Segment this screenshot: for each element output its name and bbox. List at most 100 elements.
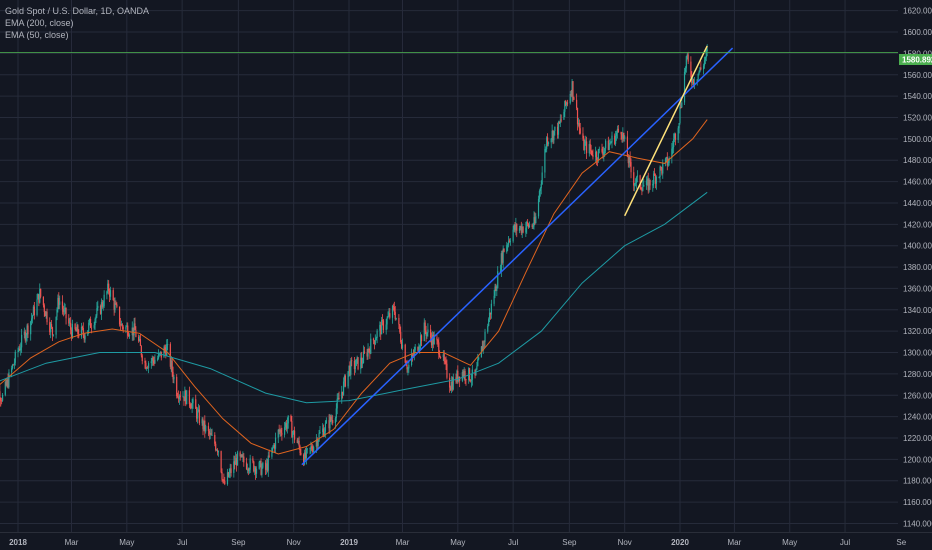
candle-body <box>499 271 502 272</box>
candle-body <box>4 381 6 395</box>
candle-body <box>147 367 149 369</box>
price-tick-label: 1340.000 <box>903 306 932 315</box>
price-tick-label: 1240.000 <box>903 413 932 422</box>
candle-body <box>528 225 531 228</box>
candle-body <box>401 344 404 349</box>
candle-body <box>164 347 166 350</box>
candle-body <box>558 121 560 124</box>
candle-body <box>394 311 396 320</box>
candle-body <box>664 158 667 164</box>
candle-body <box>372 338 375 341</box>
candle-body <box>84 335 86 340</box>
candle-body <box>350 360 352 375</box>
time-tick-label: Se <box>896 538 906 547</box>
trendline-blue[interactable] <box>301 47 734 466</box>
time-axis[interactable]: 2018 Mar May Jul Sep Nov 2019 Mar May Jul Sep Nov 20… <box>0 532 932 548</box>
candle-body <box>449 387 452 391</box>
time-tick-label: 2019 <box>340 538 358 547</box>
candle-body <box>223 479 225 481</box>
candle-body <box>671 148 673 158</box>
candle-body <box>281 432 283 435</box>
candle-body <box>503 248 505 252</box>
legend-ema200[interactable]: EMA (200, close) <box>5 18 74 28</box>
candle-body <box>172 371 174 380</box>
candle-body <box>550 138 552 143</box>
candle-body <box>284 427 286 435</box>
candle-body <box>167 344 169 345</box>
candle-body <box>220 451 222 473</box>
candle-body <box>13 362 15 365</box>
trendlines <box>301 45 734 466</box>
candle-body <box>414 347 416 351</box>
candle-body <box>52 334 54 336</box>
candle-body <box>545 148 547 150</box>
candle-body <box>488 319 490 326</box>
price-tick-label: 1320.000 <box>903 327 932 336</box>
candle-body <box>267 455 269 471</box>
time-tick-label: May <box>782 538 797 547</box>
candle-body <box>287 415 289 424</box>
trendline-yellow[interactable] <box>624 45 708 217</box>
candle-body <box>30 321 32 335</box>
candle-body <box>114 303 116 310</box>
candle-body <box>369 350 371 354</box>
price-tag-box <box>899 54 932 65</box>
candle-body <box>357 357 359 370</box>
candle-body <box>298 440 300 447</box>
candle-body <box>430 329 432 338</box>
candle-body <box>279 429 281 432</box>
candle-body <box>89 319 91 323</box>
candle-body <box>236 452 239 466</box>
candle-body <box>585 141 587 144</box>
candle-body <box>215 443 217 450</box>
price-tick-label: 1420.000 <box>903 220 932 229</box>
candle-body <box>268 455 270 457</box>
time-tick-label: Mar <box>396 538 410 547</box>
candle-body <box>93 325 95 328</box>
legend-ema50[interactable]: EMA (50, close) <box>5 30 69 40</box>
candle-body <box>654 173 656 176</box>
candle-body <box>686 54 688 57</box>
candle-body <box>426 332 428 336</box>
price-tick-label: 1580.000 <box>903 49 932 58</box>
candle-body <box>495 286 497 291</box>
candle-body <box>235 458 238 466</box>
candle-body <box>704 57 706 61</box>
candle-body <box>55 316 57 335</box>
candle-body <box>484 331 486 343</box>
price-axis[interactable]: 1140.000 1160.000 1180.000 1200.000 1220.000… <box>898 0 932 550</box>
candle-body <box>478 357 480 360</box>
candle-body <box>115 303 117 305</box>
price-tick-label: 1560.000 <box>903 71 932 80</box>
candle-body <box>433 337 435 345</box>
candle-body <box>395 317 397 320</box>
candle-body <box>192 399 194 404</box>
candle-body <box>120 324 122 326</box>
candle-body <box>591 150 593 156</box>
candle-body <box>392 306 395 308</box>
candle-body <box>126 325 128 327</box>
price-tick-label: 1600.000 <box>903 28 932 37</box>
candle-body <box>641 188 643 191</box>
candle-body <box>610 142 612 144</box>
candle-body <box>310 446 312 448</box>
candle-body <box>464 370 466 380</box>
candle-body <box>601 148 603 152</box>
candle-body <box>132 327 134 336</box>
candle-body <box>693 79 695 85</box>
candle-body <box>673 139 675 147</box>
candle-body <box>393 307 395 312</box>
legend-symbol[interactable]: Gold Spot / U.S. Dollar, 1D, OANDA <box>5 6 149 16</box>
candle-body <box>134 323 136 331</box>
candle-body <box>77 325 79 334</box>
candle-body <box>69 322 71 324</box>
candle-body <box>700 67 702 70</box>
candle-body <box>514 224 516 231</box>
ema-50-line <box>0 119 708 455</box>
price-tick-label: 1440.000 <box>903 199 932 208</box>
candle-body <box>424 322 426 331</box>
candle-body <box>185 390 187 405</box>
candle-body <box>12 364 15 366</box>
